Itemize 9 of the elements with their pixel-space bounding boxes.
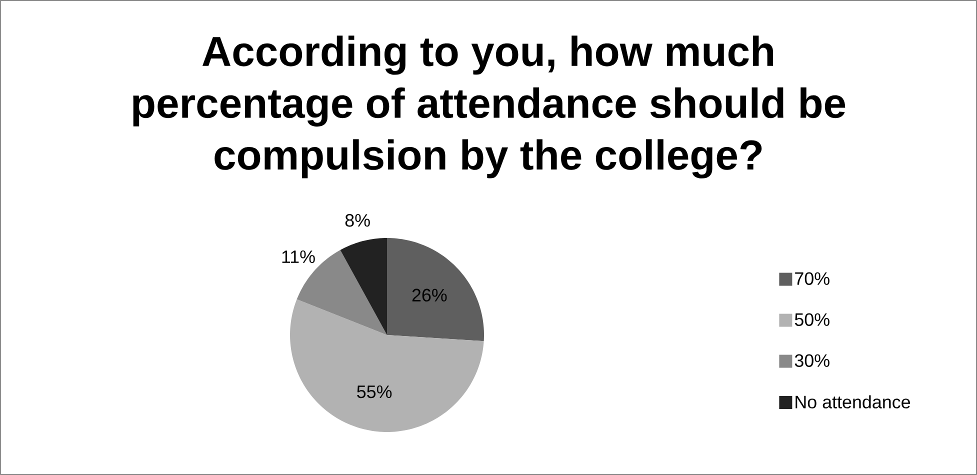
- legend-label: 30%: [794, 354, 830, 367]
- legend-label: 70%: [795, 272, 830, 285]
- data-label: 8%: [345, 214, 370, 227]
- data-label: 26%: [412, 288, 447, 302]
- data-label: 11%: [282, 250, 315, 264]
- legend-label: 50%: [794, 313, 830, 326]
- chart-title: According to you, how much percentage of attendance should be compulsion by the college?: [133, 36, 846, 178]
- data-label: 55%: [357, 385, 392, 398]
- legend-label: No attendance: [796, 395, 910, 408]
